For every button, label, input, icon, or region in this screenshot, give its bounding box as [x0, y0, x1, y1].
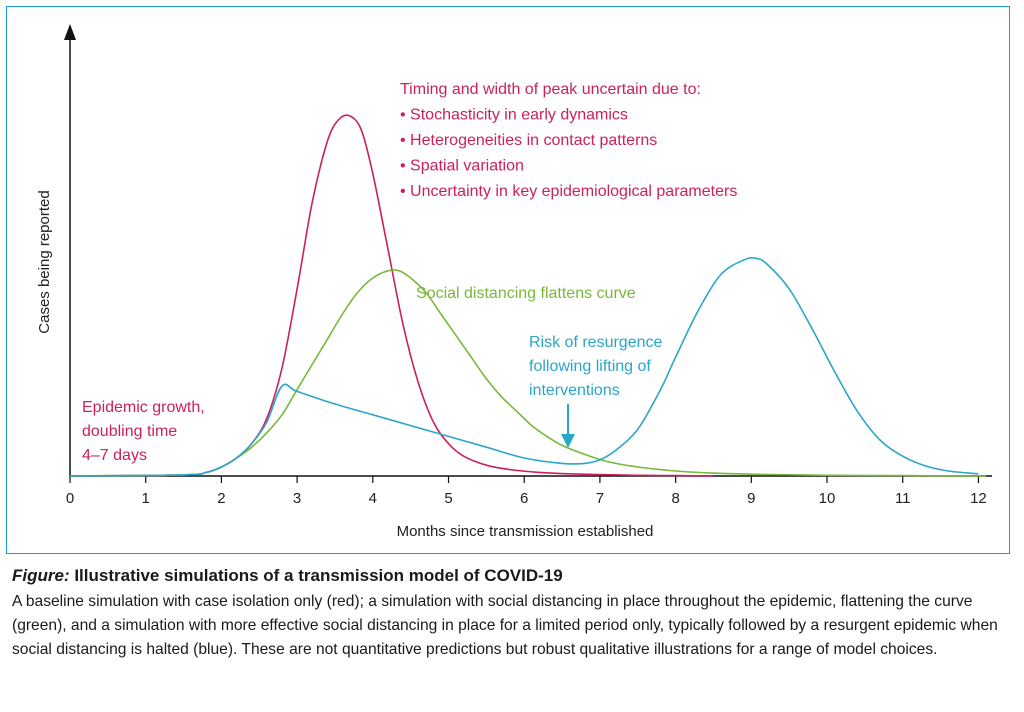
x-tick-label: 7: [596, 490, 604, 507]
x-tick-label: 11: [895, 490, 911, 507]
annotations: Timing and width of peak uncertain due t…: [82, 81, 737, 464]
x-tick-label: 1: [142, 490, 150, 507]
caption-title: Figure: Illustrative simulations of a tr…: [12, 566, 1012, 586]
chart: 0 1 2 3 4 5 6 7 8 9 10 11 12 Timing and width of pea…: [36, 24, 992, 540]
x-tick-label: 3: [293, 490, 301, 507]
annotation-resurgence-line: interventions: [529, 382, 620, 399]
annotation-peak-uncertainty-line: Timing and width of peak uncertain due t…: [400, 81, 701, 98]
x-tick-label: 5: [444, 490, 452, 507]
x-tick-label: 10: [819, 490, 836, 507]
annotation-peak-uncertainty-line: • Stochasticity in early dynamics: [400, 107, 628, 124]
figure-caption: Figure: Illustrative simulations of a tr…: [12, 566, 1012, 662]
annotation-peak-uncertainty-line: • Heterogeneities in contact patterns: [400, 132, 657, 149]
caption-label: Figure:: [12, 566, 70, 585]
annotation-epidemic-growth-line: 4–7 days: [82, 447, 147, 464]
series-line-green: [69, 269, 987, 477]
annotation-epidemic-growth-line: doubling time: [82, 423, 177, 440]
annotation-peak-uncertainty-line: • Uncertainty in key epidemiological par…: [400, 183, 737, 200]
y-axis-title: Cases being reported: [36, 190, 53, 333]
annotation-resurgence-line: following lifting of: [529, 358, 651, 375]
x-tick-label: 0: [66, 490, 74, 507]
annotation-resurgence-line: Risk of resurgence: [529, 334, 662, 351]
annotation-social-distancing-line: Social distancing flattens curve: [416, 285, 636, 302]
series-group: [69, 114, 987, 477]
x-axis-title: Months since transmission established: [397, 523, 654, 540]
x-tick-label: 4: [369, 490, 377, 507]
x-tick-label: 9: [747, 490, 755, 507]
caption-body: A baseline simulation with case isolatio…: [12, 593, 998, 658]
caption-title-text: Illustrative simulations of a transmissi…: [69, 566, 563, 585]
series-line-blue: [69, 256, 979, 477]
x-tick-label: 2: [217, 490, 225, 507]
x-tick-label: 12: [970, 490, 987, 507]
x-tick-label: 8: [671, 490, 679, 507]
y-axis-arrow-icon: [64, 24, 76, 40]
x-tick-label: 6: [520, 490, 528, 507]
annotation-epidemic-growth-line: Epidemic growth,: [82, 399, 205, 416]
annotation-peak-uncertainty-line: • Spatial variation: [400, 158, 524, 175]
resurgence-arrow-icon: [561, 434, 575, 448]
figure-frame: [6, 6, 1010, 554]
x-ticks: 0 1 2 3 4 5 6 7 8 9 10 11 12: [66, 476, 987, 507]
